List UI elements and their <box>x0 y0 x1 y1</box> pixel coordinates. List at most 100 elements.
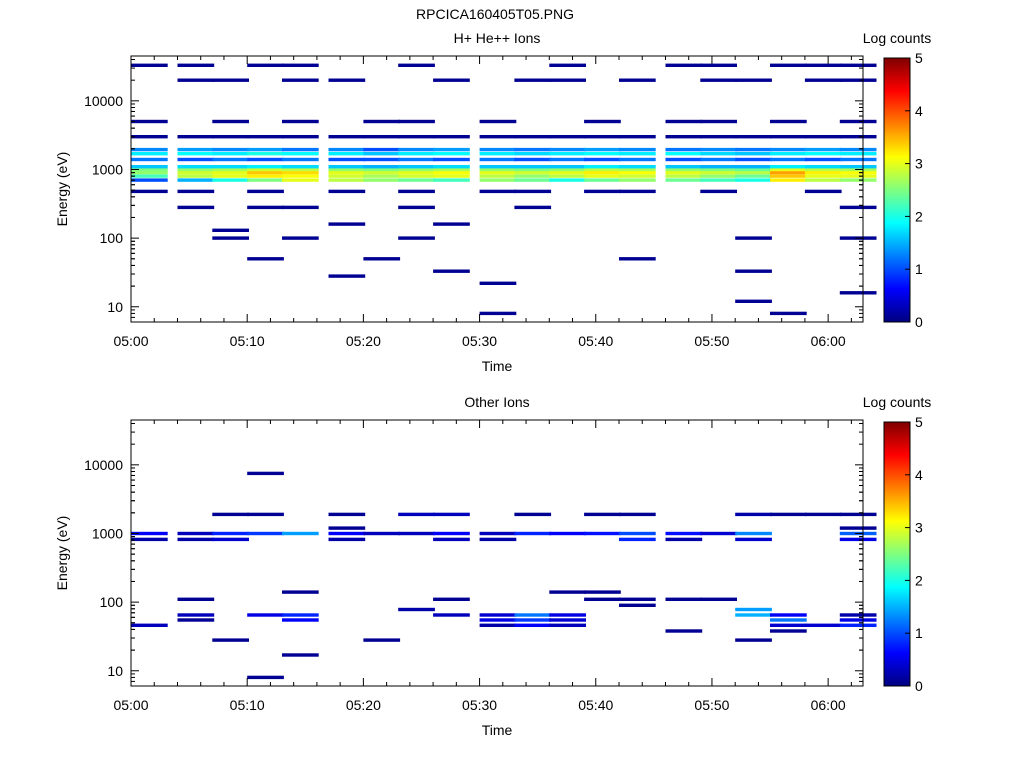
heatmap-cell <box>804 152 842 156</box>
heatmap-cell <box>433 178 470 182</box>
heatmap-cell <box>363 174 401 178</box>
heatmap-cell <box>247 170 284 175</box>
heatmap-cell <box>584 178 621 182</box>
heatmap-cell <box>131 189 168 194</box>
heatmap-cell <box>584 157 621 162</box>
y-tick-label: 10 <box>107 663 123 679</box>
heatmap-cell <box>363 157 401 162</box>
heatmap-cell <box>804 189 842 194</box>
x-tick-label: 05:40 <box>578 697 613 713</box>
heatmap-cell <box>514 531 552 536</box>
heatmap-cell <box>619 147 656 152</box>
heatmap-cell <box>735 78 772 82</box>
colorbar-tick-label: 0 <box>915 678 923 694</box>
heatmap-cell <box>212 167 249 172</box>
heatmap-cell <box>735 147 772 152</box>
heatmap-cell <box>549 174 586 178</box>
heatmap-cell <box>433 174 470 178</box>
heatmap-cell <box>770 165 807 169</box>
heatmap-cell <box>479 531 517 536</box>
plot-title: Other Ions <box>464 394 529 410</box>
heatmap-cell <box>514 174 552 178</box>
heatmap-cell <box>584 119 621 124</box>
heatmap-cell <box>363 147 401 152</box>
heatmap-cell <box>177 167 215 172</box>
heatmap-cell <box>177 152 215 156</box>
heatmap-cell <box>549 613 586 617</box>
heatmap-cell <box>479 135 517 139</box>
heatmap-cell <box>735 269 772 273</box>
plot-panel-2: 05:00 05:10 05:20 05:30 05:40 05:50 06:0010100… <box>54 394 931 738</box>
heatmap-cell <box>839 63 877 67</box>
heatmap-cell <box>804 512 842 517</box>
y-axis-label: Energy (eV) <box>54 152 70 227</box>
heatmap-cell <box>735 152 772 156</box>
heatmap-cell <box>328 526 366 530</box>
plot-panel-1: 05:00 05:10 05:20 05:30 05:40 05:50 06:0010100… <box>54 30 931 374</box>
heatmap-cell <box>282 147 319 152</box>
heatmap-cell <box>804 63 842 67</box>
heatmap-cell <box>839 170 877 175</box>
heatmap-cell <box>479 119 517 124</box>
heatmap-cell <box>328 135 366 139</box>
heatmap-cell <box>398 165 435 169</box>
heatmap-cell <box>328 512 366 517</box>
heatmap-cell <box>839 152 877 156</box>
heatmap-cell <box>584 165 621 169</box>
heatmap-cell <box>514 78 552 82</box>
heatmap-cell <box>584 152 621 156</box>
heatmap-cell <box>619 537 656 542</box>
y-tick-label: 100 <box>100 230 124 246</box>
heatmap-cell <box>247 152 284 156</box>
heatmap-cell <box>584 590 621 594</box>
colorbar-tick-label: 5 <box>915 414 923 430</box>
heatmap-cell <box>549 178 586 182</box>
heatmap-cell <box>514 170 552 175</box>
x-tick-label: 05:50 <box>694 333 729 349</box>
heatmap-cell <box>131 157 168 162</box>
heatmap-cell <box>212 228 249 232</box>
heatmap-cell <box>619 174 656 178</box>
y-tick-label: 10 <box>107 299 123 315</box>
heatmap-cell <box>839 613 877 617</box>
heatmap-cell <box>665 531 703 536</box>
heatmap-cells <box>131 63 877 316</box>
heatmap-cell <box>770 311 807 316</box>
heatmap-cell <box>328 537 366 542</box>
heatmap-cell <box>247 471 284 476</box>
heatmap-cell <box>177 157 215 162</box>
heatmap-cell <box>665 178 703 182</box>
y-tick-label: 10000 <box>84 457 123 473</box>
heatmap-cells <box>131 471 877 680</box>
heatmap-cell <box>584 174 621 178</box>
heatmap-cell <box>282 170 319 175</box>
heatmap-cell <box>514 135 552 139</box>
heatmap-cell <box>619 167 656 172</box>
heatmap-cell <box>328 189 366 194</box>
heatmap-cell <box>212 638 249 642</box>
heatmap-cell <box>479 623 517 627</box>
heatmap-cell <box>177 147 215 152</box>
colorbar-tick-label: 5 <box>915 50 923 66</box>
heatmap-cell <box>770 174 807 178</box>
heatmap-cell <box>584 512 621 517</box>
heatmap-cell <box>328 178 366 182</box>
heatmap-cell <box>433 269 470 273</box>
heatmap-cell <box>131 531 168 536</box>
heatmap-cell <box>514 157 552 162</box>
heatmap-cell <box>177 174 215 178</box>
heatmap-cell <box>770 170 807 175</box>
x-tick-label: 05:00 <box>113 333 148 349</box>
x-axis-label: Time <box>482 358 513 374</box>
heatmap-cell <box>549 531 586 536</box>
heatmap-cell <box>398 63 435 67</box>
heatmap-cell <box>212 236 249 240</box>
heatmap-cell <box>131 178 168 182</box>
heatmap-cell <box>514 613 552 617</box>
heatmap-cell <box>433 152 470 156</box>
heatmap-cell <box>735 170 772 175</box>
heatmap-cell <box>549 63 586 67</box>
heatmap-cell <box>839 178 877 182</box>
heatmap-cell <box>212 512 249 517</box>
heatmap-cell <box>131 623 168 627</box>
